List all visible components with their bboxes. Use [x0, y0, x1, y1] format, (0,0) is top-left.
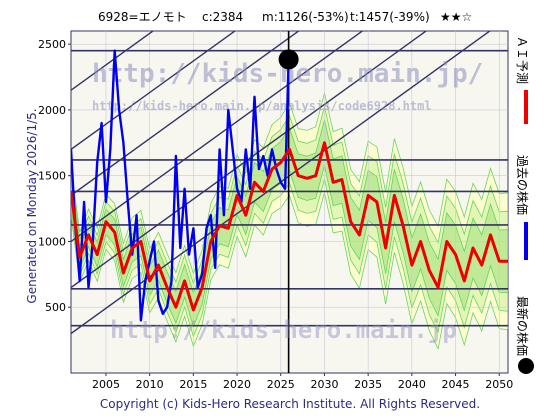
y-tick-label: 1500 [38, 170, 66, 183]
x-tick-label: 2045 [442, 378, 470, 391]
header-code-name: 6928=エノモト [98, 10, 187, 24]
x-tick-label: 2025 [267, 378, 295, 391]
trend-line [71, 31, 300, 196]
y-tick-label: 2500 [38, 38, 66, 51]
copyright-footer: Copyright (c) Kids-Hero Research Institu… [100, 397, 480, 411]
price-series [71, 49, 508, 322]
header-min-price: m:1126(-53%) [262, 10, 349, 24]
x-tick-label: 2030 [310, 378, 338, 391]
x-tick-label: 2035 [354, 378, 382, 391]
generated-date-note: Generated on Monday 2026/1/5. [25, 108, 39, 303]
legend-label-ai-forecast: ＡＩ予測 [515, 36, 529, 84]
x-tick-label: 2040 [398, 378, 426, 391]
x-tick-label: 2005 [92, 378, 120, 391]
x-tick-label: 2050 [485, 378, 513, 391]
watermark-line-3: http://kids-hero.main.jp [110, 316, 457, 344]
y-tick-label: 1000 [38, 235, 66, 248]
forecast-fan [71, 92, 508, 351]
latest-price-point [278, 49, 299, 70]
x-tick-label: 2020 [223, 378, 251, 391]
trend-line [71, 31, 237, 150]
forecast-band-3 [71, 119, 508, 328]
legend-marker-latest-price [518, 358, 534, 374]
watermark: http://kids-hero.main.jp/ http://kids-he… [92, 59, 483, 344]
trend-line [71, 31, 155, 91]
trend-line [71, 31, 491, 335]
legend-label-past-price: 過去の株価 [515, 155, 530, 215]
axes: 500 1000 1500 2000 2500 2005 2010 2015 2020 2025 2… [38, 38, 513, 391]
y-tick-label: 500 [45, 301, 66, 314]
past-price-line [71, 49, 290, 322]
x-tick-label: 2015 [179, 378, 207, 391]
plot-area: http://kids-hero.main.jp/ http://kids-he… [71, 0, 508, 373]
header-current-price: c:2384 [202, 10, 243, 24]
legend-label-latest-price: 最新の株価 [515, 296, 530, 356]
trend-line [71, 0, 508, 5]
x-tick-label: 2010 [136, 378, 164, 391]
price-levels [71, 31, 508, 373]
trend-channel-lines [71, 0, 508, 335]
trend-line [71, 31, 428, 289]
watermark-line-2: http://kids-hero.main.jp/analysis/code69… [92, 99, 432, 113]
header-target-price: t:1457(-39%) [350, 10, 430, 24]
header-rating: ★★☆ [440, 10, 472, 24]
legend: ＡＩ予測 過去の株価 最新の株価 [515, 36, 534, 374]
y-tick-label: 2000 [38, 104, 66, 117]
ai-forecast-line [71, 141, 508, 312]
trend-line [71, 31, 364, 243]
